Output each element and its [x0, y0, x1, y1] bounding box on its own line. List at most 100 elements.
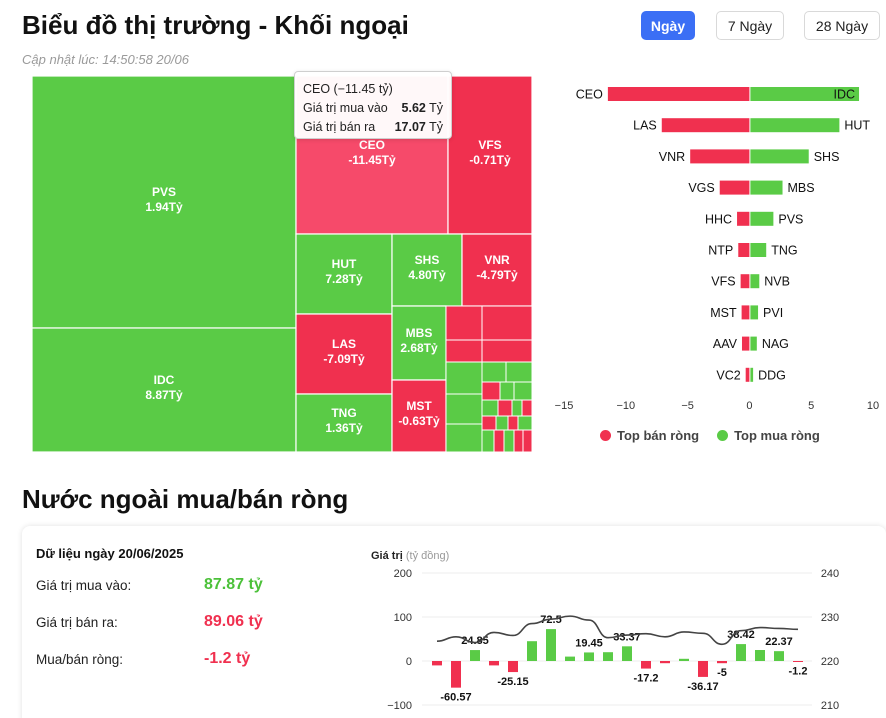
flow-bar[interactable]: [641, 661, 651, 669]
net-bar-buy-hut[interactable]: [750, 118, 840, 133]
flow-bar[interactable]: [774, 651, 784, 661]
treemap-small-tile[interactable]: [505, 361, 532, 383]
treemap-code: MST: [406, 399, 432, 413]
flow-bar[interactable]: [755, 650, 765, 661]
net-bar-sell-hhc[interactable]: [737, 211, 750, 226]
treemap-cell-vnr[interactable]: VNR-4.79Tỷ: [461, 233, 532, 307]
net-bar-sell-mst[interactable]: [741, 305, 750, 320]
net-bar-sell-label: LAS: [633, 119, 657, 133]
treemap-small-tile[interactable]: [513, 381, 532, 401]
net-bar-buy-nvb[interactable]: [750, 274, 760, 289]
net-bar-buy-label: DDG: [758, 368, 786, 382]
flow-bar[interactable]: [432, 661, 442, 666]
net-bar-buy-label: TNG: [771, 244, 797, 258]
net-bar-x-tick: −10: [616, 400, 635, 412]
flow-bar[interactable]: [736, 644, 746, 661]
treemap-small-tile[interactable]: [481, 381, 501, 401]
net-bar-sell-vnr[interactable]: [690, 149, 750, 164]
flow-bar[interactable]: [451, 661, 461, 688]
net-bar-buy-pvs[interactable]: [750, 211, 774, 226]
tab-28-days[interactable]: 28 Ngày: [804, 11, 880, 40]
treemap-cell-mst[interactable]: MST-0.63Tỷ: [391, 379, 447, 452]
net-bar-sell-aav[interactable]: [741, 336, 750, 351]
net-bar-buy-pvi[interactable]: [750, 305, 759, 320]
treemap-small-tile[interactable]: [497, 399, 513, 417]
treemap-small-tile[interactable]: [445, 393, 483, 425]
flow-bar[interactable]: [660, 661, 670, 664]
treemap-small-tile[interactable]: [499, 381, 515, 401]
flow-bar[interactable]: [717, 661, 727, 664]
net-bar-x-tick: −15: [555, 400, 574, 412]
net-bar-buy-ddg[interactable]: [750, 367, 754, 382]
treemap-small-tile[interactable]: [521, 399, 532, 417]
net-bar-buy-nag[interactable]: [750, 336, 757, 351]
tooltip-buy-label: Giá trị mua vào: [303, 101, 388, 115]
buy-value: 87.87 tỷ: [204, 576, 263, 593]
treemap-small-tile[interactable]: [481, 305, 532, 341]
net-bar-sell-label: MST: [710, 306, 737, 320]
treemap-small-tile[interactable]: [513, 429, 524, 452]
flow-bar-label: 24.85: [461, 635, 489, 647]
treemap-small-tile[interactable]: [481, 429, 495, 452]
treemap-value: -0.63Tỷ: [398, 414, 440, 428]
tab-7-days[interactable]: 7 Ngày: [716, 11, 784, 40]
flow-bar-label: 33.37: [613, 631, 641, 643]
flow-bar[interactable]: [603, 652, 613, 661]
treemap-small-tile[interactable]: [445, 361, 483, 395]
net-bar-buy-label: PVS: [778, 212, 803, 226]
flow-bar[interactable]: [793, 661, 803, 662]
flow-bar[interactable]: [565, 656, 575, 661]
treemap-code: IDC: [154, 373, 175, 387]
flow-y2-tick: 240: [821, 568, 839, 580]
flow-bar[interactable]: [698, 661, 708, 677]
treemap-small-tile[interactable]: [522, 429, 532, 452]
flow-bar[interactable]: [508, 661, 518, 673]
treemap-tooltip: CEO (−11.45 tỷ) Giá trị mua vào 5.62 Tỷ …: [294, 71, 452, 139]
treemap-small-tile[interactable]: [495, 415, 509, 431]
legend-sell-label: Top bán ròng: [617, 428, 700, 443]
flow-bar[interactable]: [679, 658, 689, 661]
net-bar-sell-ntp[interactable]: [738, 243, 750, 257]
treemap-small-tile[interactable]: [445, 339, 483, 363]
treemap-small-tile[interactable]: [481, 361, 507, 383]
net-bar-sell-vc2[interactable]: [745, 367, 750, 382]
treemap-small-tile[interactable]: [481, 415, 497, 431]
flow-bar[interactable]: [527, 641, 537, 661]
tab-day[interactable]: Ngày: [641, 11, 695, 40]
flow-bar[interactable]: [622, 646, 632, 661]
net-bar-buy-shs[interactable]: [750, 149, 809, 164]
net-bar-sell-vgs[interactable]: [719, 180, 750, 195]
treemap-small-tile[interactable]: [503, 429, 515, 452]
legend-buy[interactable]: Top mua ròng: [717, 428, 820, 443]
treemap-cell-vfs[interactable]: VFS-0.71Tỷ: [447, 76, 532, 235]
net-bar-buy-mbs[interactable]: [750, 180, 783, 195]
treemap-small-tile[interactable]: [511, 399, 523, 417]
net-bar-buy-idc[interactable]: [750, 87, 860, 101]
legend-sell[interactable]: Top bán ròng: [600, 428, 699, 443]
flow-bar[interactable]: [546, 629, 556, 661]
treemap-small-tile[interactable]: [481, 399, 499, 417]
flow-bar[interactable]: [470, 650, 480, 661]
flow-bar[interactable]: [584, 652, 594, 661]
foreign-treemap[interactable]: PVS1.94TỷIDC8.87TỷCEO-11.45TỷVFS-0.71TỷH…: [32, 76, 532, 452]
net-bar-sell-las[interactable]: [661, 118, 750, 133]
flow-bar[interactable]: [489, 661, 499, 666]
treemap-small-tile[interactable]: [445, 305, 483, 341]
treemap-small-tile[interactable]: [493, 429, 505, 452]
treemap-small-tile[interactable]: [517, 415, 532, 431]
treemap-small-tile[interactable]: [507, 415, 519, 431]
net-bar-buy-tng[interactable]: [750, 243, 767, 257]
net-bar-sell-ceo[interactable]: [607, 87, 750, 101]
net-bar-sell-vfs[interactable]: [740, 274, 750, 289]
treemap-value: 1.94Tỷ: [145, 200, 183, 214]
treemap-small-tile[interactable]: [445, 423, 483, 452]
tooltip-buy-unit: Tỷ: [429, 101, 443, 115]
treemap-small-tile[interactable]: [481, 339, 532, 363]
treemap-cell-las[interactable]: LAS-7.09Tỷ: [295, 313, 393, 395]
